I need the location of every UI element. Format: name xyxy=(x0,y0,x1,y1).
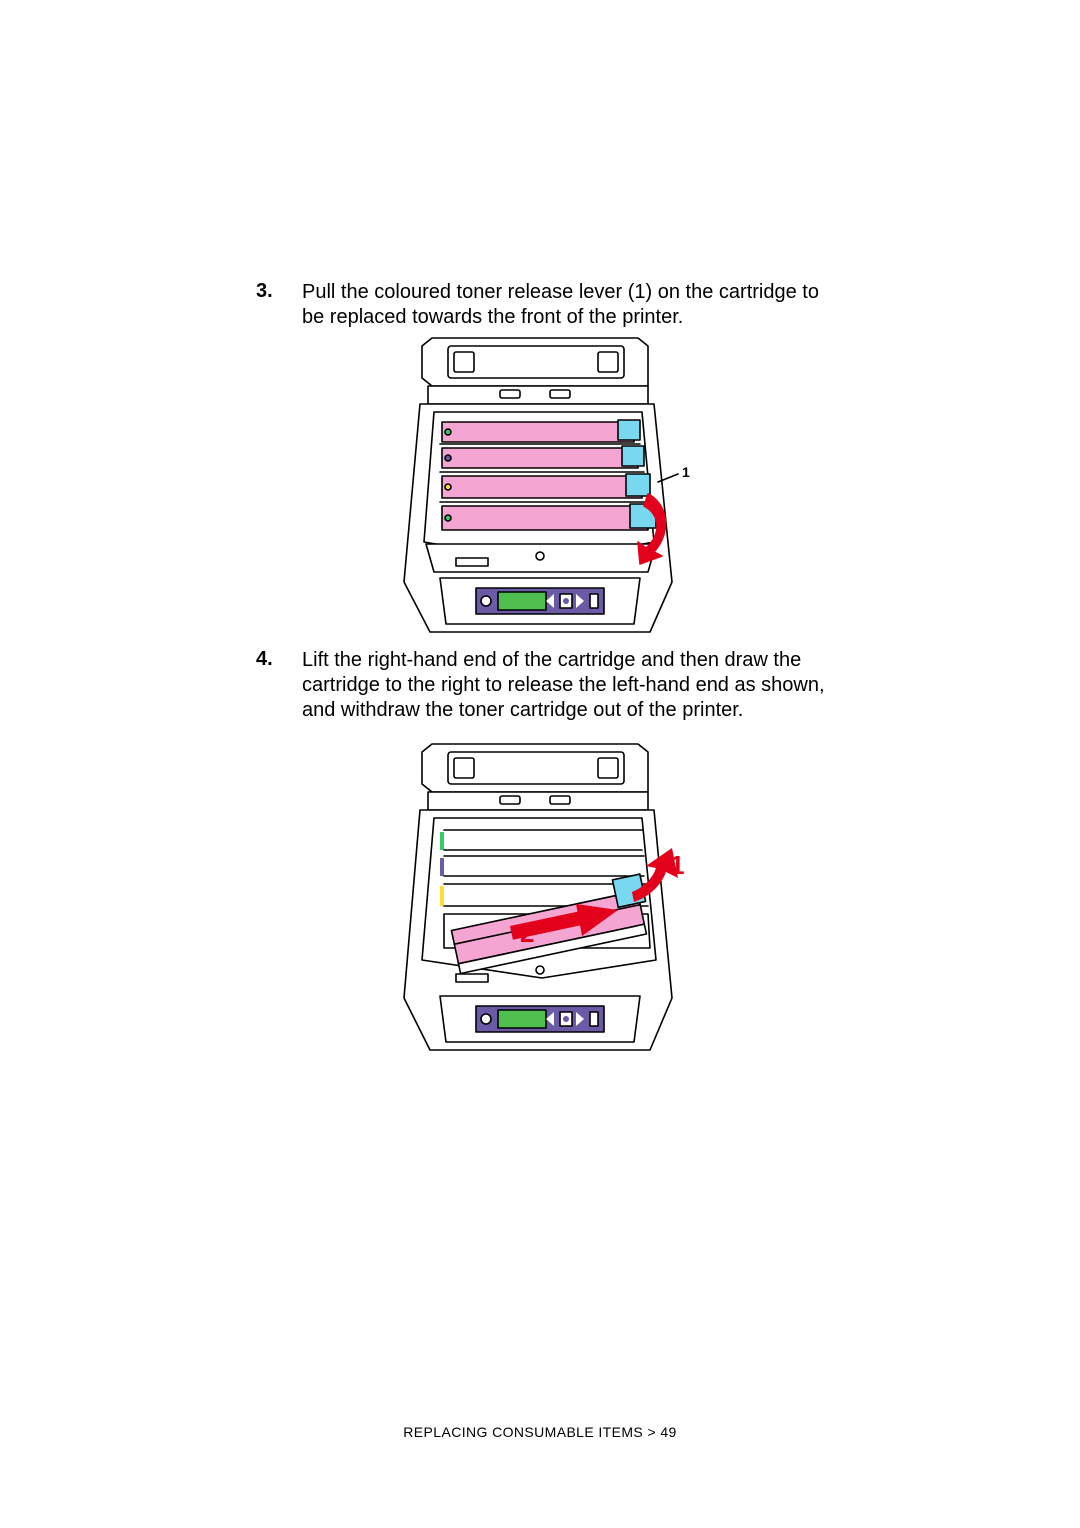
step-3-number: 3. xyxy=(256,280,302,303)
figure-1-callout-1: 1 xyxy=(682,464,690,480)
step-3: 3. Pull the coloured toner release lever… xyxy=(256,280,842,330)
figure-2-label-2: 2 xyxy=(520,918,534,949)
printer-diagram-2 xyxy=(380,738,700,1058)
footer-section-label: REPLACING CONSUMABLE ITEMS > xyxy=(403,1424,660,1440)
figure-2: 1 2 xyxy=(380,738,700,1058)
printer-diagram-1 xyxy=(390,332,690,637)
step-3-text: Pull the coloured toner release lever (1… xyxy=(302,280,842,330)
footer-page-number: 49 xyxy=(660,1424,676,1440)
page-footer: REPLACING CONSUMABLE ITEMS > 49 xyxy=(0,1424,1080,1440)
document-page: 3. Pull the coloured toner release lever… xyxy=(0,0,1080,1528)
figure-2-label-1: 1 xyxy=(670,850,684,881)
step-4-number: 4. xyxy=(256,648,302,671)
step-4: 4. Lift the right-hand end of the cartri… xyxy=(256,648,842,723)
figure-1: 1 xyxy=(390,332,690,637)
step-4-text: Lift the right-hand end of the cartridge… xyxy=(302,648,842,723)
